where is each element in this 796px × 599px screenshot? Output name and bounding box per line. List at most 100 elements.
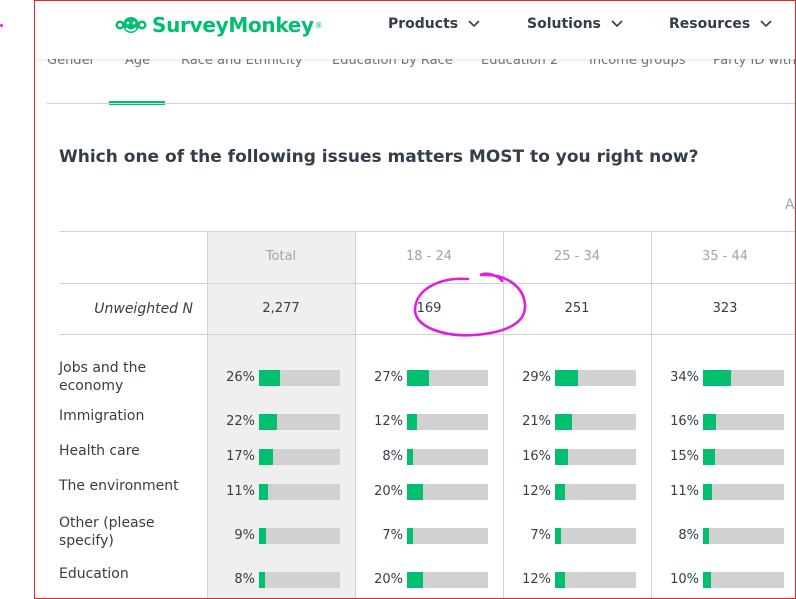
percent-bar-fill: [259, 484, 268, 500]
logo-text: SurveyMonkey: [152, 13, 314, 37]
result-cell: 26%: [209, 370, 357, 386]
percent-bar: [407, 484, 488, 500]
chevron-down-icon: [760, 20, 772, 28]
percent-bar-fill: [407, 449, 413, 465]
row-label: The environment: [59, 478, 179, 494]
percent-bar: [407, 572, 488, 588]
percent-bar-fill: [703, 449, 715, 465]
surveymonkey-logo[interactable]: SurveyMonkey ®: [114, 13, 323, 37]
percent-bar: [407, 414, 488, 430]
result-cell: 8%: [357, 449, 505, 465]
percent-bar: [407, 370, 488, 386]
percent-bar-fill: [259, 528, 266, 544]
nav-label: Solutions: [527, 16, 601, 32]
percent-bar: [259, 528, 340, 544]
percent-value: 29%: [522, 370, 551, 385]
percent-bar-fill: [259, 414, 277, 430]
percent-bar: [259, 484, 340, 500]
percent-bar-fill: [407, 370, 429, 386]
result-cell: 17%: [209, 449, 357, 465]
nav-resources[interactable]: Resources: [669, 16, 772, 32]
percent-value: 11%: [670, 484, 699, 499]
percent-bar: [259, 414, 340, 430]
percent-bar: [703, 449, 784, 465]
percent-bar-fill: [407, 484, 423, 500]
percent-value: 7%: [382, 528, 403, 543]
percent-value: 26%: [226, 370, 255, 385]
result-cell: 11%: [209, 484, 357, 500]
result-cell: 34%: [653, 370, 795, 386]
overflow-column-label: A: [785, 197, 795, 213]
percent-value: 8%: [382, 449, 403, 464]
percent-bar: [407, 449, 488, 465]
result-cell: 29%: [505, 370, 653, 386]
nav-solutions[interactable]: Solutions: [527, 16, 623, 32]
result-cell: 7%: [505, 528, 653, 544]
percent-bar: [407, 528, 488, 544]
row-label: Other (please specify): [59, 515, 155, 549]
column-divider: [207, 231, 208, 598]
monkey-logo-icon: [115, 17, 147, 33]
result-cell: 22%: [209, 414, 357, 430]
survey-results-frame: SurveyMonkey ® Products Solutions Resour…: [34, 0, 796, 599]
unweighted-n-35-44: 323: [712, 301, 738, 316]
row-label: Education: [59, 566, 129, 582]
percent-bar-fill: [407, 414, 417, 430]
result-cell: 9%: [209, 528, 357, 544]
row-label: Immigration: [59, 408, 145, 424]
question-title: Which one of the following issues matter…: [59, 147, 699, 167]
percent-value: 10%: [670, 572, 699, 587]
column-header-18-24: 18 - 24: [405, 249, 453, 264]
result-cell: 20%: [357, 484, 505, 500]
row-label: Jobs and the economy: [59, 360, 147, 394]
percent-bar-fill: [555, 528, 561, 544]
result-cell: 11%: [653, 484, 795, 500]
percent-value: 16%: [522, 449, 551, 464]
unweighted-n-label: Unweighted N: [94, 301, 193, 317]
nav-products[interactable]: Products: [388, 16, 480, 32]
unweighted-n-total: 2,277: [262, 301, 300, 316]
percent-bar: [259, 449, 340, 465]
percent-bar-fill: [259, 449, 273, 465]
nav-label: Products: [388, 16, 459, 32]
chevron-down-icon: [611, 20, 623, 28]
result-cell: 16%: [505, 449, 653, 465]
header-divider: [59, 283, 795, 284]
percent-bar: [555, 572, 636, 588]
percent-value: 16%: [670, 414, 699, 429]
percent-value: 12%: [522, 572, 551, 587]
percent-value: 17%: [226, 449, 255, 464]
column-divider: [651, 334, 652, 598]
result-cell: 27%: [357, 370, 505, 386]
nav-label: Resources: [669, 16, 751, 32]
column-divider: [503, 334, 504, 598]
table-top-border: [59, 231, 795, 232]
trademark-mark: ®: [314, 20, 323, 30]
chevron-down-icon: [468, 20, 480, 28]
result-cell: 8%: [653, 528, 795, 544]
column-divider: [503, 231, 504, 334]
percent-value: 20%: [374, 484, 403, 499]
percent-bar: [555, 449, 636, 465]
result-cell: 12%: [357, 414, 505, 430]
result-cell: 15%: [653, 449, 795, 465]
percent-bar: [703, 528, 784, 544]
percent-bar-fill: [407, 528, 413, 544]
annotation-dot: [0, 24, 3, 27]
percent-bar: [259, 572, 340, 588]
result-cell: 20%: [357, 572, 505, 588]
percent-value: 12%: [374, 414, 403, 429]
percent-value: 11%: [226, 484, 255, 499]
result-cell: 12%: [505, 572, 653, 588]
column-header-25-34: 25 - 34: [553, 249, 601, 264]
percent-bar-fill: [703, 484, 712, 500]
percent-bar: [703, 370, 784, 386]
percent-bar: [703, 484, 784, 500]
percent-bar: [555, 528, 636, 544]
column-divider: [355, 231, 356, 334]
percent-bar-fill: [259, 572, 265, 588]
percent-value: 22%: [226, 414, 255, 429]
result-cell: 21%: [505, 414, 653, 430]
percent-bar-fill: [703, 528, 709, 544]
percent-value: 8%: [234, 572, 255, 587]
